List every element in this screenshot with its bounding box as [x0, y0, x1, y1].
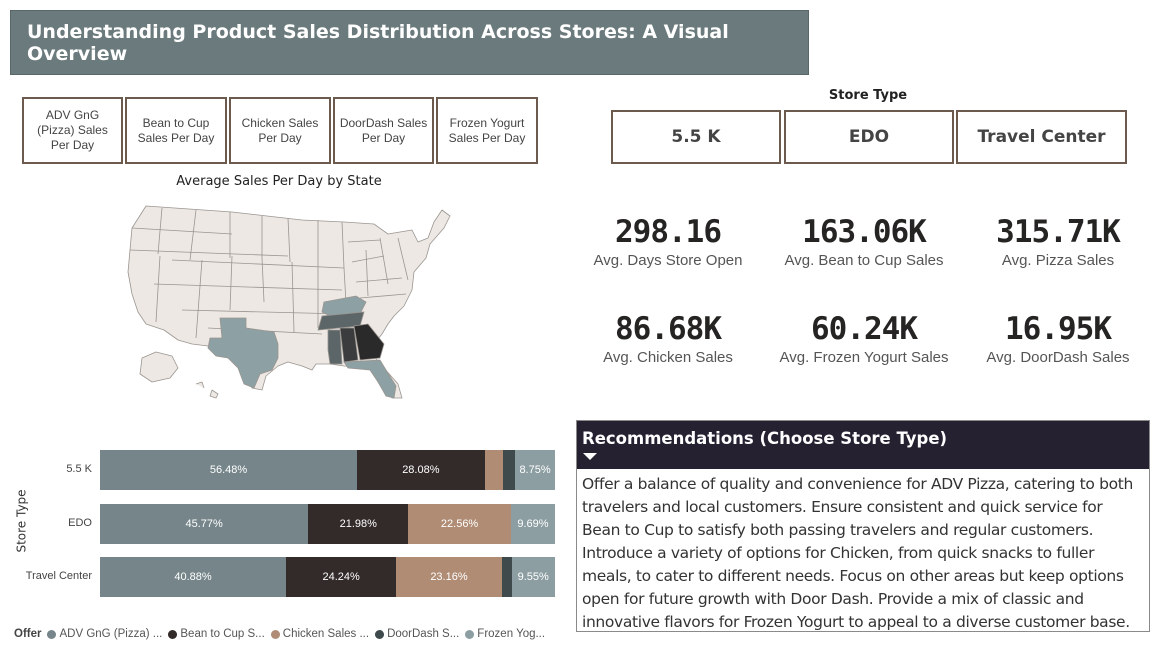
bar-segment[interactable]: 45.77% — [100, 504, 309, 544]
legend-dot — [47, 629, 57, 639]
kpi-value: 16.95K — [1005, 311, 1112, 347]
kpi-label: Avg. Frozen Yogurt Sales — [779, 349, 949, 366]
legend-label: Frozen Yog... — [477, 628, 546, 640]
recommendations-body: Offer a balance of quality and convenien… — [582, 475, 1133, 631]
map-title: Average Sales Per Day by State — [176, 174, 382, 189]
kpi-value: 315.71K — [996, 214, 1121, 250]
map-state-borders — [129, 207, 409, 339]
store-type-travel-center-button[interactable]: Travel Center — [956, 110, 1127, 164]
us-state-map[interactable] — [112, 198, 452, 406]
recommendations-title: Recommendations (Choose Store Type) — [582, 429, 948, 448]
store-type-heading: Store Type — [828, 88, 908, 103]
bar-data-label: 45.77% — [185, 518, 223, 530]
map-state-mississippi — [327, 329, 343, 365]
kpi-label: Avg. Bean to Cup Sales — [784, 252, 944, 269]
bar-segment[interactable]: 9.55% — [511, 557, 555, 597]
map-state-alabama — [339, 327, 359, 363]
bar-segment[interactable]: 9.69% — [510, 504, 555, 544]
page-title: Understanding Product Sales Distribution… — [10, 10, 809, 75]
slicer-button-bean-to-cup-sales[interactable]: Bean to Cup Sales Per Day — [125, 97, 227, 164]
kpi-value: 86.68K — [615, 311, 722, 347]
bar-data-label: 22.56% — [440, 518, 479, 530]
kpi-frozen-yogurt-sales: 60.24K Avg. Frozen Yogurt Sales — [764, 310, 964, 366]
bar-data-label: 56.48% — [209, 464, 248, 476]
bar-segment[interactable]: 22.56% — [408, 504, 511, 544]
legend-dot — [375, 629, 385, 639]
bar-segment[interactable]: 28.08% — [356, 450, 485, 490]
kpi-pizza-sales: 315.71K Avg. Pizza Sales — [958, 213, 1158, 269]
bar-category-label: Travel Center — [25, 570, 92, 582]
bar-segment[interactable] — [501, 557, 512, 597]
slicer-button-chicken-sales[interactable]: Chicken Sales Per Day — [229, 97, 331, 164]
legend-dot — [465, 629, 475, 639]
bar-segment[interactable]: 21.98% — [308, 504, 409, 544]
kpi-label: Avg. Pizza Sales — [1001, 252, 1115, 269]
kpi-value: 298.16 — [615, 214, 722, 250]
bar-data-label: 40.88% — [174, 571, 212, 583]
caret-down-icon[interactable] — [583, 453, 597, 460]
legend-label: Bean to Cup S... — [180, 628, 265, 640]
slicer-button-pizza-sales[interactable]: ADV GnG (Pizza) Sales Per Day — [22, 97, 123, 164]
legend-dot — [270, 629, 280, 639]
legend-dot — [168, 629, 178, 639]
legend-item[interactable]: Bean to Cup S... — [168, 628, 265, 640]
bar-segment[interactable]: 40.88% — [100, 557, 286, 597]
bar-category-label: EDO — [68, 517, 92, 529]
legend-title: Offer — [14, 628, 42, 640]
chart-legend: Offer ADV GnG (Pizza) ... Bean to Cup S..… — [14, 628, 551, 640]
map-alaska — [139, 351, 179, 383]
kpi-doordash-sales: 16.95K Avg. DoorDash Sales — [958, 310, 1158, 366]
map-hawaii — [195, 381, 219, 399]
bar-data-label: 24.24% — [322, 571, 360, 583]
bar-data-label: 28.08% — [402, 464, 440, 476]
slicer-button-frozen-yogurt-sales[interactable]: Frozen Yogurt Sales Per Day — [436, 97, 538, 164]
legend-label: ADV GnG (Pizza) ... — [59, 628, 163, 640]
bar-category-label: 5.5 K — [66, 463, 92, 475]
bar-segment[interactable]: 23.16% — [396, 557, 502, 597]
legend-label: Chicken Sales ... — [282, 628, 370, 640]
bar-data-label: 8.75% — [519, 464, 551, 476]
bar-data-label: 9.55% — [517, 571, 549, 583]
store-type-5-5k-button[interactable]: 5.5 K — [611, 110, 781, 164]
recommendations-header[interactable]: Recommendations (Choose Store Type) — [577, 421, 1149, 469]
legend-item[interactable]: Chicken Sales ... — [270, 628, 370, 640]
map-state-texas — [207, 317, 279, 389]
store-type-edo-button[interactable]: EDO — [784, 110, 954, 164]
slicer-button-doordash-sales[interactable]: DoorDash Sales Per Day — [333, 97, 434, 164]
bar-segment[interactable] — [484, 450, 503, 490]
kpi-days-store-open: 298.16 Avg. Days Store Open — [568, 213, 768, 269]
recommendations-panel: Recommendations (Choose Store Type) Offe… — [576, 420, 1150, 632]
kpi-label: Avg. Days Store Open — [593, 252, 743, 269]
legend-items: ADV GnG (Pizza) ... Bean to Cup S... Chick… — [47, 628, 551, 640]
bar-data-label: 21.98% — [339, 518, 377, 530]
bar-row: 45.77% 21.98% 22.56% 9.69% — [100, 504, 555, 544]
kpi-value: 60.24K — [811, 311, 918, 347]
bar-row: 56.48% 28.08% 8.75% — [100, 450, 555, 490]
map-state-georgia — [353, 323, 385, 361]
bar-data-label: 23.16% — [430, 571, 468, 583]
legend-label: DoorDash S... — [387, 628, 460, 640]
kpi-label: Avg. Chicken Sales — [603, 349, 733, 366]
map-state-florida — [343, 359, 397, 399]
kpi-bean-to-cup-sales: 163.06K Avg. Bean to Cup Sales — [764, 213, 964, 269]
bar-segment[interactable] — [502, 450, 516, 490]
bar-segment[interactable]: 56.48% — [100, 450, 357, 490]
kpi-value: 163.06K — [802, 214, 927, 250]
bar-data-label: 9.69% — [517, 518, 549, 530]
legend-item[interactable]: ADV GnG (Pizza) ... — [47, 628, 162, 640]
kpi-label: Avg. DoorDash Sales — [986, 349, 1130, 366]
bar-segment[interactable]: 8.75% — [515, 450, 555, 490]
bar-segment[interactable]: 24.24% — [286, 557, 397, 597]
bar-row: 40.88% 24.24% 23.16% 9.55% — [100, 557, 555, 597]
kpi-chicken-sales: 86.68K Avg. Chicken Sales — [568, 310, 768, 366]
legend-item[interactable]: Frozen Yog... — [465, 628, 545, 640]
map-base-states — [127, 205, 451, 399]
legend-item[interactable]: DoorDash S... — [375, 628, 459, 640]
